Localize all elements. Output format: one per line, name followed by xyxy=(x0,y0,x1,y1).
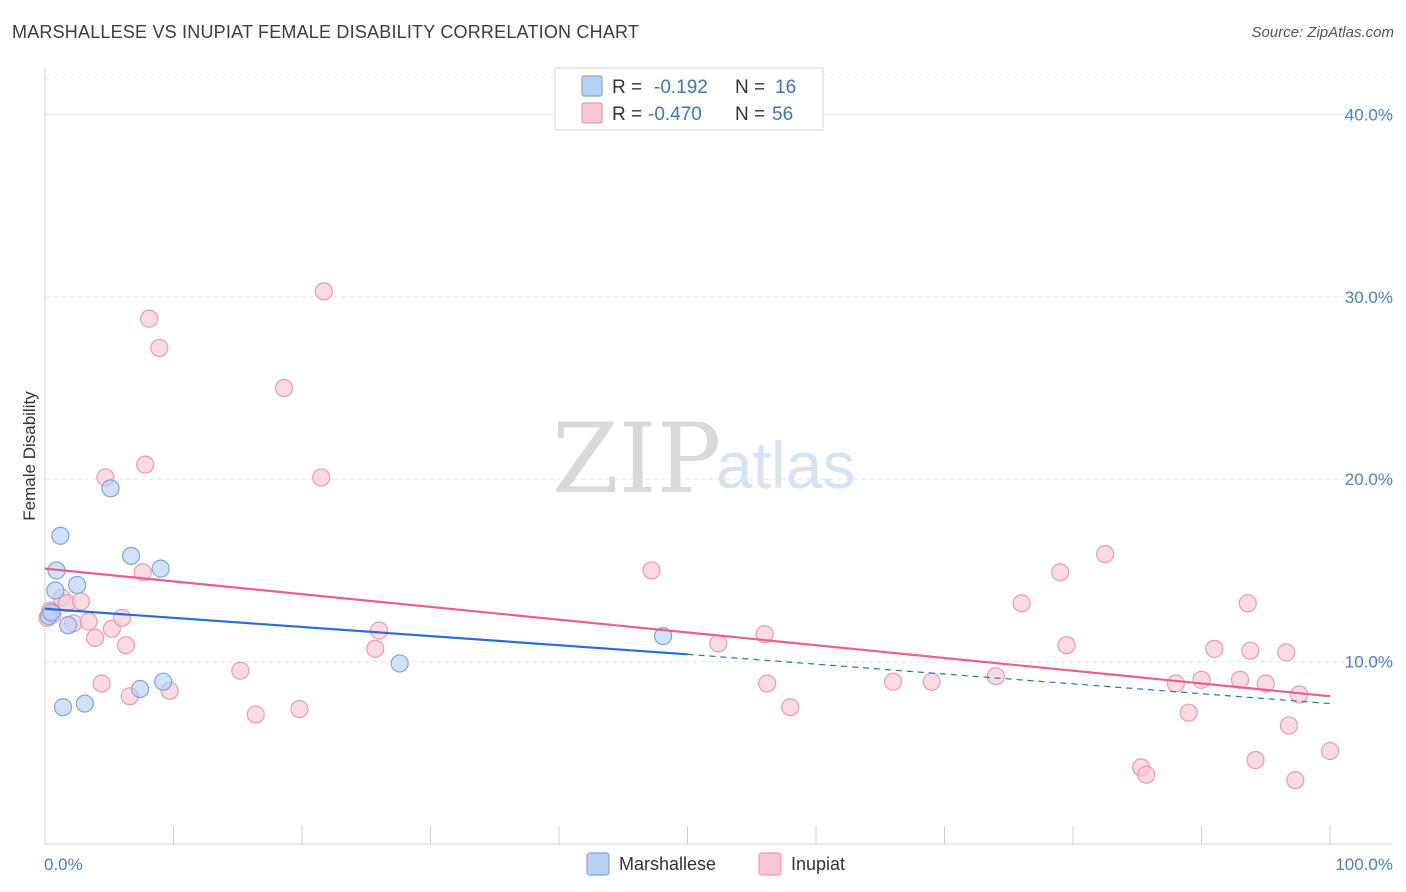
trendlines xyxy=(44,567,1331,705)
inupiat-point-49 xyxy=(1246,751,1265,770)
marshallese-point-1 xyxy=(42,603,61,622)
legend-r-label-2: R = xyxy=(612,104,642,125)
marshallese-point-4 xyxy=(51,526,70,545)
stats-legend: R = -0.192 N = 16 R = -0.470 N = 56 xyxy=(554,67,824,131)
inupiat-point-15 xyxy=(133,563,152,582)
marshallese-point-5 xyxy=(53,698,73,717)
inupiat-point-51 xyxy=(1277,643,1296,662)
inupiat-point-18 xyxy=(150,338,169,358)
inupiat-point-23 xyxy=(290,699,309,719)
legend-r-value-2: -0.470 xyxy=(648,104,702,125)
inupiat-point-52 xyxy=(1279,716,1298,735)
inupiat-point-43 xyxy=(1179,703,1198,722)
inupiat-point-42 xyxy=(1166,674,1185,693)
marshallese-trendline xyxy=(44,607,688,656)
inupiat-point-9 xyxy=(92,674,111,693)
marshallese-point-13 xyxy=(154,672,173,691)
inupiat-point-38 xyxy=(1057,636,1076,655)
inupiat-trendline xyxy=(44,567,1331,698)
inupiat-point-47 xyxy=(1238,594,1257,613)
bottom-legend-swatch-marshallese xyxy=(586,852,610,876)
legend-r-value-1: -0.192 xyxy=(654,77,708,98)
inupiat-point-33 xyxy=(883,672,903,691)
x-ticks xyxy=(44,826,1331,844)
bottom-legend-label-inupiat: Inupiat xyxy=(791,854,845,874)
inupiat-point-21 xyxy=(246,705,265,724)
inupiat-point-39 xyxy=(1096,544,1115,564)
inupiat-point-32 xyxy=(781,698,800,717)
x-tick-label-max: 100.0% xyxy=(1335,855,1393,874)
marshallese-trendline-extension xyxy=(687,653,1331,705)
marshallese-point-15 xyxy=(653,626,673,646)
marshallese-point-11 xyxy=(130,679,150,699)
legend-n-label-2: N = xyxy=(735,104,765,125)
inupiat-point-22 xyxy=(274,378,294,398)
legend-swatch-marshallese xyxy=(581,75,603,97)
inupiat-points xyxy=(38,282,1340,790)
inupiat-point-6 xyxy=(71,592,91,611)
inupiat-point-50 xyxy=(1256,674,1275,693)
inupiat-point-44 xyxy=(1192,670,1211,689)
marshallese-point-9 xyxy=(101,479,120,498)
marshallese-point-10 xyxy=(121,546,141,565)
inupiat-point-8 xyxy=(86,628,105,648)
inupiat-point-30 xyxy=(755,625,774,644)
y-tick-labels: 10.0% 20.0% 30.0% 40.0% xyxy=(1345,105,1393,671)
gridlines xyxy=(45,77,1392,663)
source-credit: Source: ZipAtlas.com xyxy=(1251,24,1394,41)
legend-swatch-inupiat xyxy=(581,102,603,124)
y-tick-label-1: 20.0% xyxy=(1345,470,1393,489)
inupiat-point-37 xyxy=(1051,563,1070,582)
inupiat-point-29 xyxy=(709,634,728,653)
watermark-atlas: atlas xyxy=(716,428,855,502)
inupiat-point-48 xyxy=(1241,641,1260,660)
inupiat-point-12 xyxy=(112,608,132,627)
legend-n-value-1: 16 xyxy=(775,77,796,98)
bottom-legend-label-marshallese: Marshallese xyxy=(619,854,716,874)
marshallese-point-12 xyxy=(151,559,170,578)
inupiat-point-7 xyxy=(79,612,98,631)
inupiat-point-26 xyxy=(366,639,385,658)
inupiat-point-35 xyxy=(986,667,1006,686)
inupiat-point-41 xyxy=(1137,765,1156,784)
inupiat-point-31 xyxy=(758,674,777,693)
y-axis-label: Female Disability xyxy=(20,391,39,521)
y-tick-label-0: 10.0% xyxy=(1345,653,1393,672)
inupiat-point-36 xyxy=(1012,594,1031,613)
inupiat-point-53 xyxy=(1286,771,1305,790)
inupiat-point-20 xyxy=(231,661,250,680)
legend-n-value-2: 56 xyxy=(772,104,793,125)
marshallese-point-8 xyxy=(75,694,94,713)
marshallese-point-2 xyxy=(46,581,65,600)
inupiat-point-17 xyxy=(139,309,159,328)
y-tick-label-2: 30.0% xyxy=(1345,288,1393,307)
watermark-zip: ZIP xyxy=(552,403,721,515)
x-tick-label-min: 0.0% xyxy=(44,855,83,874)
inupiat-point-27 xyxy=(370,621,389,640)
inupiat-point-13 xyxy=(116,636,136,655)
marshallese-point-6 xyxy=(59,616,78,635)
y-tick-label-3: 40.0% xyxy=(1345,105,1393,124)
series-legend: Marshallese Inupiat xyxy=(586,852,845,876)
marshallese-point-7 xyxy=(68,575,87,595)
chart-title: MARSHALLESE VS INUPIAT FEMALE DISABILITY… xyxy=(12,22,640,42)
inupiat-point-45 xyxy=(1205,639,1224,658)
inupiat-point-55 xyxy=(1320,741,1340,761)
bottom-legend-swatch-inupiat xyxy=(758,852,782,876)
marshallese-point-14 xyxy=(390,654,409,673)
inupiat-point-25 xyxy=(314,282,333,301)
marshallese-points xyxy=(39,479,673,717)
inupiat-point-16 xyxy=(136,455,155,474)
legend-n-label-1: N = xyxy=(735,77,765,98)
inupiat-point-34 xyxy=(922,672,941,691)
legend-r-label-1: R = xyxy=(612,77,642,98)
inupiat-point-28 xyxy=(642,561,661,580)
inupiat-point-24 xyxy=(312,468,331,487)
